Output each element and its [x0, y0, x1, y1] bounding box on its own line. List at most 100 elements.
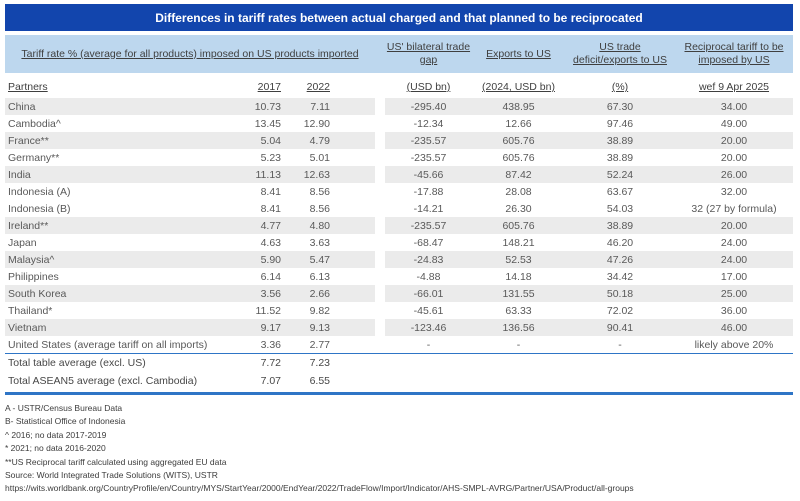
trade-gap-value: -17.88: [413, 185, 444, 198]
partner-name: Thailand*: [8, 304, 53, 317]
trade-gap-value: -12.34: [413, 117, 444, 130]
tariff-2022-value: 8.56: [309, 202, 330, 215]
exports-value: 87.42: [505, 168, 532, 181]
partner-name: Ireland**: [8, 219, 49, 232]
row-segment: Germany** 5.23 5.01: [5, 149, 375, 166]
table-row-ireland: Ireland** 4.77 4.80 -235.57 605.76 38.89 20.00: [5, 217, 800, 234]
row-segment: Thailand* 11.52 9.82: [5, 302, 375, 319]
trade-gap-value: -235.57: [410, 151, 447, 164]
exports-value: 28.08: [505, 185, 532, 198]
trade-gap-value: -4.88: [416, 270, 441, 283]
reciprocal-tariff-value: 20.00: [720, 151, 748, 164]
exports-value: -: [516, 338, 521, 351]
total-2022-value: 6.55: [309, 375, 330, 387]
tariff-2017-value: 5.23: [260, 151, 281, 164]
footnote-line-5: **US Reciprocal tariff calculated using …: [5, 456, 227, 467]
trade-gap-value: -235.57: [410, 219, 447, 232]
exports-value: 14.18: [505, 270, 532, 283]
tariff-2017-value: 3.56: [260, 287, 281, 300]
table-row-thailand: Thailand* 11.52 9.82 -45.61 63.33 72.02 36.00: [5, 302, 800, 319]
exports-value: 605.76: [502, 134, 535, 147]
tariff-2022-value: 8.56: [309, 185, 330, 198]
trade-gap-value: -24.83: [413, 253, 444, 266]
deficit-ratio-value: 97.46: [606, 117, 634, 130]
partner-name: Cambodia^: [8, 117, 61, 130]
reciprocal-tariff-value: 20.00: [720, 134, 748, 147]
column-gap: [375, 73, 385, 93]
subheader-2022: 2022: [306, 81, 330, 93]
divider-above-totals: [5, 353, 793, 354]
footnote-line-6: Source: World Integrated Trade Solutions…: [5, 470, 218, 481]
total-label: Total table average (excl. US): [8, 357, 146, 369]
totals-section: Total table average (excl. US) 7.72 7.23 To…: [0, 354, 800, 390]
deficit-ratio-value: -: [618, 338, 622, 351]
exports-value: 605.76: [502, 151, 535, 164]
total-2022-value: 7.23: [309, 357, 330, 369]
row-segment: -66.01 131.55 50.18 25.00: [385, 285, 793, 302]
column-gap: [375, 35, 385, 73]
tariff-2017-value: 3.36: [260, 338, 281, 351]
row-segment: [375, 302, 385, 319]
deficit-ratio-value: 34.42: [606, 270, 634, 283]
row-segment: Total ASEAN5 average (excl. Cambodia) 7.0…: [5, 372, 375, 390]
deficit-ratio-value: 54.03: [606, 202, 634, 215]
reciprocal-tariff-value: 32 (27 by formula): [691, 202, 777, 215]
row-segment: [375, 336, 385, 353]
tariff-2017-value: 8.41: [260, 185, 281, 198]
tariff-2017-value: 5.04: [260, 134, 281, 147]
partner-name: Vietnam: [8, 321, 47, 334]
tariff-2022-value: 12.63: [303, 168, 330, 181]
subheader-wef-date: wef 9 Apr 2025: [698, 81, 770, 93]
row-segment: -45.66 87.42 52.24 26.00: [385, 166, 793, 183]
reciprocal-tariff-value: 24.00: [720, 253, 748, 266]
partner-name: Indonesia (B): [8, 202, 71, 215]
subheader-partners: Partners: [8, 81, 48, 93]
trade-gap-value: -235.57: [410, 134, 447, 147]
footnote-line-4: * 2021; no data 2016-2020: [5, 443, 106, 454]
row-segment: -68.47 148.21 46.20 24.00: [385, 234, 793, 251]
deficit-ratio-value: 47.26: [606, 253, 634, 266]
footnotes: A - USTR/Census Bureau Data B- Statistica…: [5, 402, 800, 496]
row-segment: [385, 354, 793, 372]
table-title-bar: Differences in tariff rates between actu…: [5, 4, 793, 31]
tariff-2022-value: 4.79: [309, 134, 330, 147]
row-segment: [375, 285, 385, 302]
row-segment: -295.40 438.95 67.30 34.00: [385, 98, 793, 115]
row-segment: South Korea 3.56 2.66: [5, 285, 375, 302]
tariff-2017-value: 11.13: [255, 168, 282, 181]
tariff-2017-value: 4.63: [260, 236, 281, 249]
partner-name: Indonesia (A): [8, 185, 71, 198]
source-url-link[interactable]: https://wits.worldbank.org/CountryProfil…: [5, 483, 634, 494]
reciprocal-tariff-value: 24.00: [720, 236, 748, 249]
column-group-header: Tariff rate % (average for all products)…: [5, 35, 793, 73]
tariff-2022-value: 5.01: [309, 151, 330, 164]
tariff-2017-value: 5.90: [260, 253, 281, 266]
total-row-total-asean5-average-excl-cambodia: Total ASEAN5 average (excl. Cambodia) 7.0…: [5, 372, 800, 390]
trade-gap-value: -68.47: [413, 236, 444, 249]
row-segment: United States (average tariff on all imp…: [5, 336, 375, 353]
tariff-2017-value: 4.77: [260, 219, 281, 232]
partner-name: South Korea: [8, 287, 67, 300]
subheader-2024-usd-bn: (2024, USD bn): [482, 81, 555, 93]
total-row-total-table-average-excl-us: Total table average (excl. US) 7.72 7.23: [5, 354, 800, 372]
table-bottom-rule: [5, 392, 793, 395]
trade-gap-value: -45.66: [413, 168, 444, 181]
row-segment: Indonesia (B) 8.41 8.56: [5, 200, 375, 217]
tariff-2022-value: 2.77: [309, 338, 330, 351]
exports-value: 12.66: [505, 117, 532, 130]
tariff-2017-value: 8.41: [260, 202, 281, 215]
row-segment: [375, 166, 385, 183]
row-segment: Indonesia (A) 8.41 8.56: [5, 183, 375, 200]
table-row-cambodia: Cambodia^ 13.45 12.90 -12.34 12.66 97.46 49.00: [5, 115, 800, 132]
row-segment: - - - likely above 20%: [385, 336, 793, 353]
partner-name: India: [8, 168, 31, 181]
reciprocal-tariff-value: 20.00: [720, 219, 748, 232]
reciprocal-tariff-value: 25.00: [720, 287, 748, 300]
reciprocal-tariff-value: 26.00: [720, 168, 748, 181]
tariff-2022-value: 7.11: [310, 100, 330, 113]
exports-value: 63.33: [505, 304, 532, 317]
row-segment: [375, 354, 385, 372]
row-segment: -123.46 136.56 90.41 46.00: [385, 319, 793, 336]
row-segment: [375, 183, 385, 200]
row-segment: [375, 115, 385, 132]
